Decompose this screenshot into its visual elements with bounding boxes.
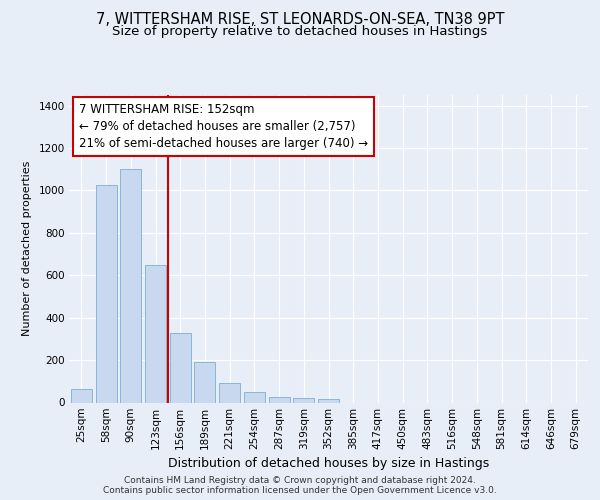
Bar (170, 332, 191, 402)
Bar (244, 392, 265, 402)
Bar (71, 388, 92, 402)
Bar (318, 400, 339, 402)
Bar (145, 264, 166, 402)
Bar (219, 384, 240, 402)
Text: Size of property relative to detached houses in Hastings: Size of property relative to detached ho… (112, 25, 488, 38)
X-axis label: Distribution of detached houses by size in Hastings: Distribution of detached houses by size … (168, 457, 489, 470)
Text: 7 WITTERSHAM RISE: 152sqm
← 79% of detached houses are smaller (2,757)
21% of se: 7 WITTERSHAM RISE: 152sqm ← 79% of detac… (79, 102, 368, 150)
Bar (293, 398, 314, 402)
Bar (95, 185, 116, 402)
Bar (269, 397, 290, 402)
Bar (120, 169, 141, 402)
Y-axis label: Number of detached properties: Number of detached properties (22, 161, 32, 336)
Text: 7, WITTERSHAM RISE, ST LEONARDS-ON-SEA, TN38 9PT: 7, WITTERSHAM RISE, ST LEONARDS-ON-SEA, … (96, 12, 504, 28)
Text: Contains HM Land Registry data © Crown copyright and database right 2024.
Contai: Contains HM Land Registry data © Crown c… (103, 476, 497, 495)
Bar (194, 362, 215, 403)
